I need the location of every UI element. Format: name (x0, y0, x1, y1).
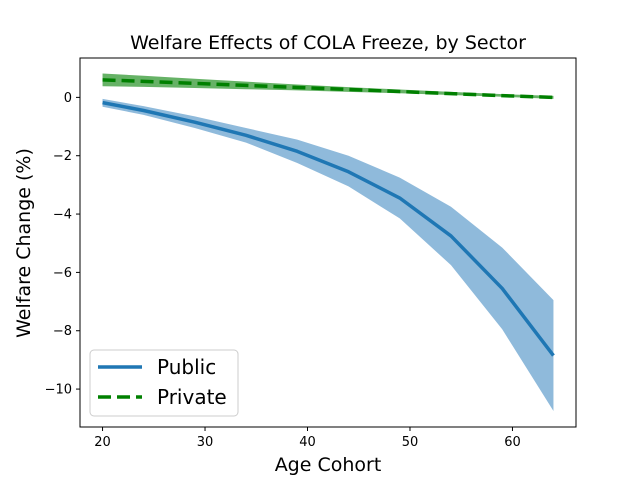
plot-frame (79, 57, 577, 428)
series-line-private (102, 78, 554, 100)
x-tick-label: 60 (504, 435, 521, 450)
y-axis-label: Welfare Change (%) (13, 148, 35, 338)
x-tick-label: 30 (197, 435, 214, 450)
series-band-private (102, 73, 554, 99)
legend-label-private: Private (157, 385, 227, 409)
y-tick-label: −8 (53, 324, 72, 339)
x-tick-label: 20 (94, 435, 111, 450)
y-tick-label: −4 (53, 208, 72, 223)
series-band-public (102, 98, 554, 411)
series-line-public (102, 100, 555, 357)
y-tick-label: −10 (45, 383, 72, 398)
x-tick-label: 50 (402, 435, 419, 450)
y-axis: −10 −8 −6 −4 −2 0 (45, 91, 80, 398)
x-tick-label: 40 (299, 435, 316, 450)
y-tick-label: −2 (53, 149, 72, 164)
chart-title: Welfare Effects of COLA Freeze, by Secto… (130, 32, 526, 54)
plot-lines (102, 78, 555, 357)
x-axis: 20 30 40 50 60 (94, 427, 521, 450)
y-tick-label: −6 (53, 266, 72, 281)
legend-label-public: Public (157, 355, 216, 379)
legend: Public Private (89, 349, 239, 417)
plot-bands (102, 73, 554, 411)
y-tick-label: 0 (64, 91, 72, 106)
x-axis-label: Age Cohort (275, 454, 382, 476)
